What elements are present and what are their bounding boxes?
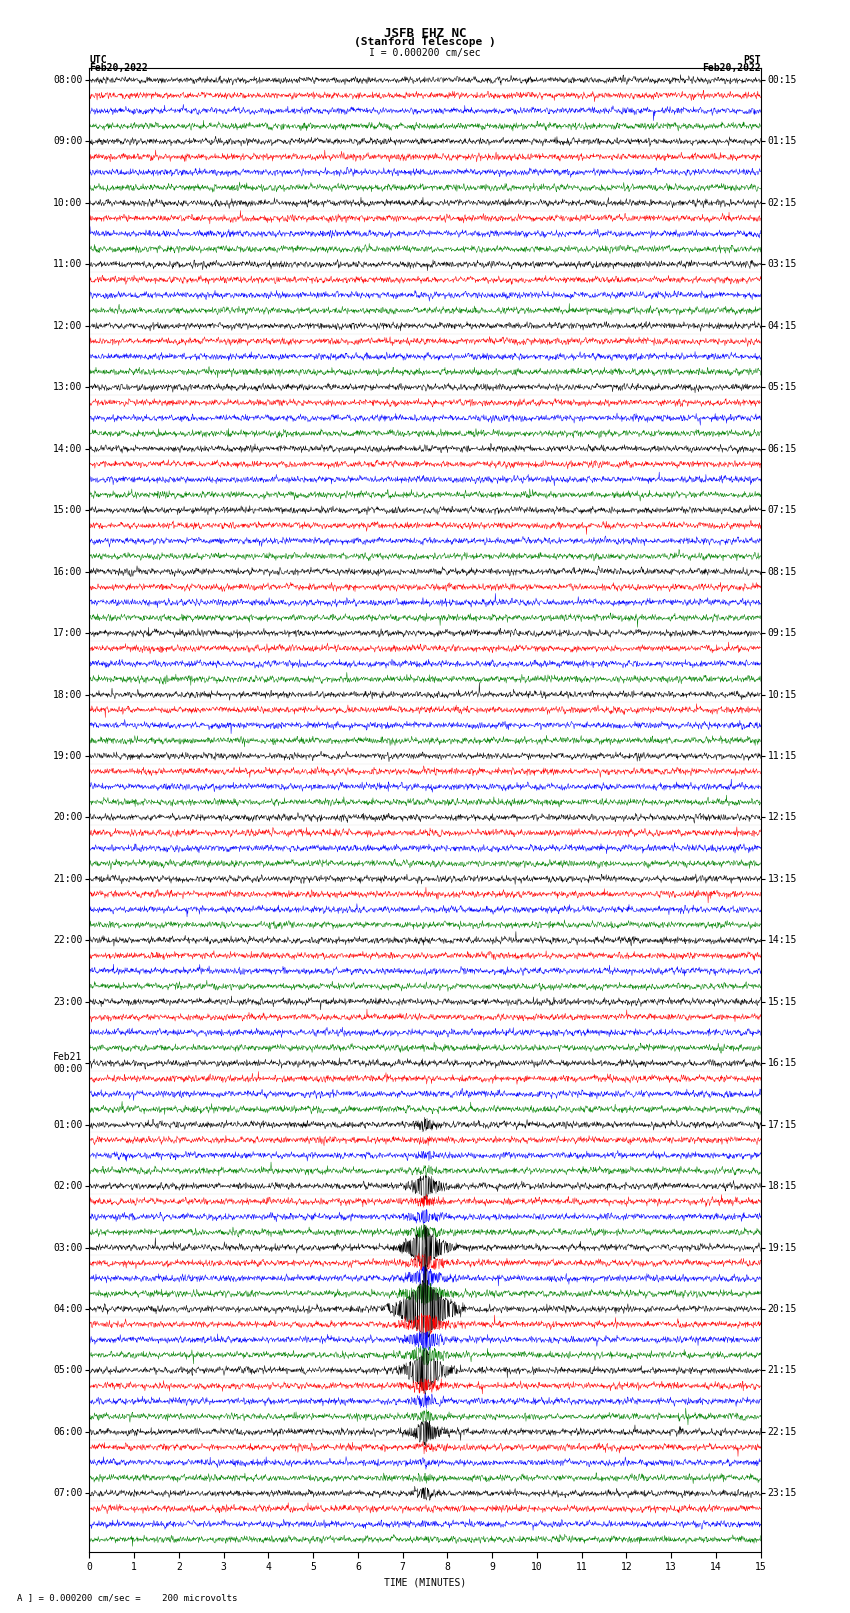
Text: Feb20,2022: Feb20,2022 [89,63,148,73]
Text: I = 0.000200 cm/sec: I = 0.000200 cm/sec [369,48,481,58]
X-axis label: TIME (MINUTES): TIME (MINUTES) [384,1578,466,1587]
Text: JSFB EHZ NC: JSFB EHZ NC [383,27,467,40]
Text: UTC: UTC [89,55,107,65]
Text: Feb20,2022: Feb20,2022 [702,63,761,73]
Text: A ] = 0.000200 cm/sec =    200 microvolts: A ] = 0.000200 cm/sec = 200 microvolts [17,1592,237,1602]
Text: PST: PST [743,55,761,65]
Text: (Stanford Telescope ): (Stanford Telescope ) [354,37,496,47]
